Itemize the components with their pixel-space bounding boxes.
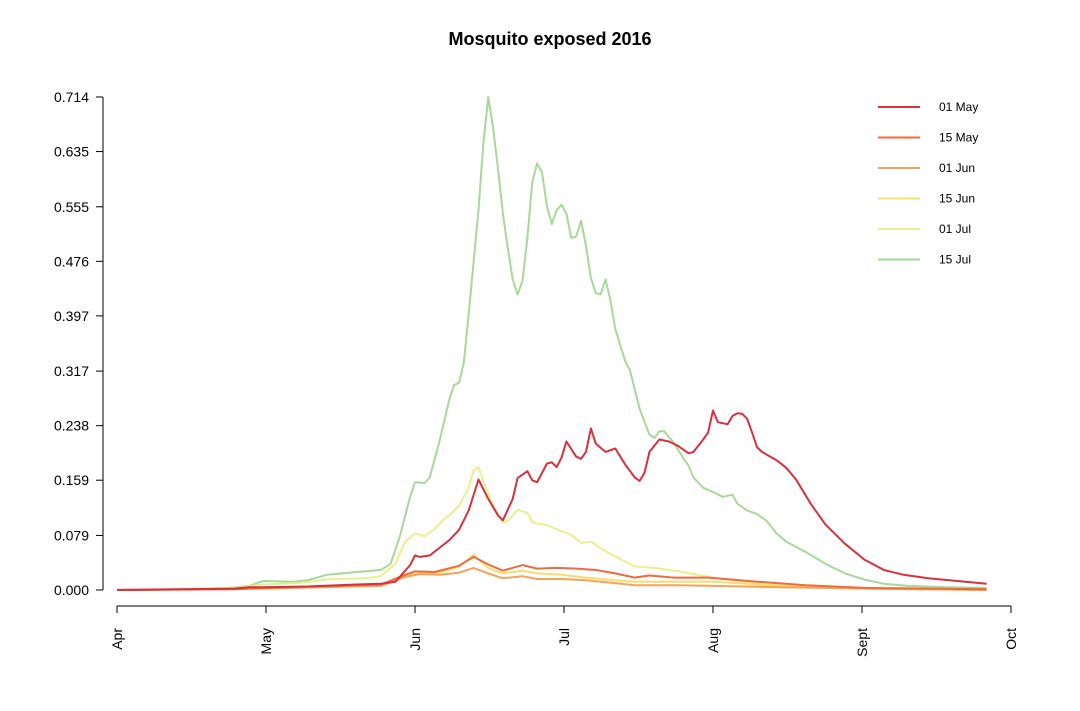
legend-label: 15 Jul: [939, 253, 971, 267]
x-tick-label: May: [258, 628, 274, 654]
y-tick-label: 0.317: [54, 363, 89, 379]
y-tick-label: 0.159: [54, 472, 89, 488]
series-line: [116, 566, 987, 591]
x-axis: Apr May Jun Jul Aug Sept Oct: [109, 605, 1019, 657]
series-line: [116, 466, 987, 591]
legend-label: 01 Jun: [939, 161, 975, 175]
y-tick-label: 0.635: [54, 144, 89, 160]
series-line: [116, 555, 987, 591]
chart-title: Mosquito exposed 2016: [448, 29, 651, 49]
y-tick-label: 0.238: [54, 418, 89, 434]
x-tick-label: Aug: [705, 628, 721, 653]
x-tick-label: Jul: [556, 628, 572, 646]
y-tick-label: 0.397: [54, 308, 89, 324]
series-line: [116, 553, 987, 591]
x-tick-label: Oct: [1003, 628, 1019, 650]
y-axis: 0.000 0.079 0.159 0.238 0.317 0.397 0.476 0.555…: [54, 89, 104, 598]
legend-label: 15 May: [939, 131, 978, 145]
x-tick-label: Apr: [109, 628, 125, 650]
y-tick-label: 0.079: [54, 527, 89, 543]
y-tick-label: 0.000: [54, 582, 89, 598]
x-tick-label: Jun: [407, 628, 423, 651]
y-tick-label: 0.555: [54, 199, 89, 215]
y-tick-label: 0.714: [54, 89, 89, 105]
series-layer: [116, 96, 987, 591]
legend-label: 01 May: [939, 100, 978, 114]
y-tick-label: 0.476: [54, 253, 89, 269]
x-tick-label: Sept: [854, 628, 870, 657]
series-line: [116, 409, 987, 591]
series-line: [116, 96, 987, 591]
legend-label: 15 Jun: [939, 192, 975, 206]
legend: 01 May 15 May 01 Jun 15 Jun 01 Jul 15 Jul: [878, 100, 978, 267]
legend-label: 01 Jul: [939, 222, 971, 236]
